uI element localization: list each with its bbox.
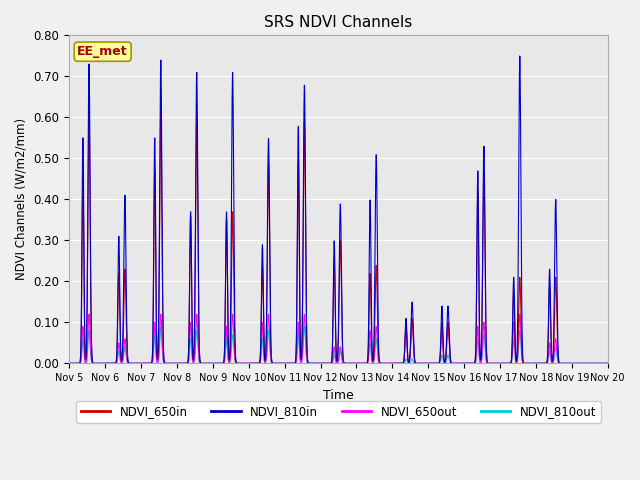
NDVI_650in	[272, 360, 280, 366]
Y-axis label: NDVI Channels (W/m2/mm): NDVI Channels (W/m2/mm)	[15, 118, 28, 280]
NDVI_810in	[159, 288, 166, 294]
NDVI_810out	[296, 345, 303, 350]
Legend: NDVI_650in, NDVI_810in, NDVI_650out, NDVI_810out: NDVI_650in, NDVI_810in, NDVI_650out, NDV…	[76, 401, 601, 423]
NDVI_810out	[604, 360, 612, 366]
NDVI_810in	[516, 53, 524, 59]
NDVI_810in	[295, 200, 303, 205]
Line: NDVI_650out: NDVI_650out	[69, 314, 608, 363]
X-axis label: Time: Time	[323, 389, 354, 402]
NDVI_650out	[593, 360, 601, 366]
NDVI_810out	[536, 360, 543, 366]
NDVI_650out	[604, 360, 612, 366]
NDVI_650out	[296, 338, 303, 344]
NDVI_650in	[604, 360, 612, 366]
NDVI_650in	[296, 249, 303, 255]
NDVI_650out	[159, 352, 166, 358]
NDVI_650out	[127, 360, 134, 366]
NDVI_810out	[65, 360, 73, 366]
NDVI_650in	[127, 360, 134, 366]
Title: SRS NDVI Channels: SRS NDVI Channels	[264, 15, 413, 30]
NDVI_650out	[85, 312, 93, 317]
NDVI_650in	[85, 106, 93, 112]
NDVI_810in	[65, 360, 73, 366]
NDVI_810out	[127, 360, 134, 366]
NDVI_650in	[65, 360, 73, 366]
NDVI_810out	[272, 360, 280, 366]
NDVI_810in	[593, 360, 601, 366]
NDVI_810out	[157, 324, 164, 329]
NDVI_810in	[127, 360, 134, 366]
NDVI_650in	[594, 360, 602, 366]
NDVI_810in	[594, 360, 602, 366]
NDVI_650out	[594, 360, 602, 366]
NDVI_650in	[593, 360, 601, 366]
NDVI_810out	[593, 360, 601, 366]
NDVI_650out	[65, 360, 73, 366]
NDVI_650in	[159, 316, 166, 322]
Line: NDVI_810in: NDVI_810in	[69, 56, 608, 363]
NDVI_810out	[159, 354, 166, 360]
NDVI_810in	[272, 360, 280, 366]
NDVI_810in	[536, 360, 543, 366]
NDVI_810in	[604, 360, 612, 366]
Text: EE_met: EE_met	[77, 45, 128, 58]
NDVI_650out	[272, 360, 280, 366]
Line: NDVI_810out: NDVI_810out	[69, 326, 608, 363]
NDVI_810out	[594, 360, 602, 366]
NDVI_650out	[536, 360, 543, 366]
NDVI_650in	[536, 360, 543, 366]
Line: NDVI_650in: NDVI_650in	[69, 109, 608, 363]
